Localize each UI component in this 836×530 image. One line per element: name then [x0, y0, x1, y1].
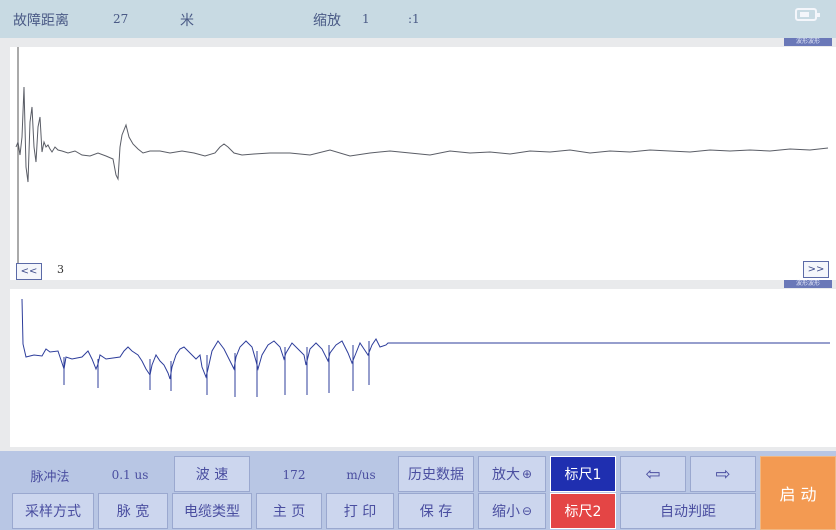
scroll-right-button[interactable]: >> [803, 261, 829, 278]
sampling-mode-button[interactable]: 采样方式 [12, 493, 94, 529]
move-right-button[interactable]: ⇨ [690, 456, 756, 492]
lower-waveform-panel[interactable] [10, 289, 836, 447]
print-button[interactable]: 打 印 [326, 493, 394, 529]
wave-speed-button[interactable]: 波 速 [174, 456, 250, 492]
pulse-width-button[interactable]: 脉 宽 [98, 493, 168, 529]
save-button[interactable]: 保 存 [398, 493, 474, 529]
zoom-label: 缩放 [313, 13, 341, 29]
fault-distance-label: 故障距离 [13, 13, 69, 29]
distance-unit: 米 [180, 13, 194, 29]
lower-trace [21, 298, 830, 380]
home-button[interactable]: 主 页 [256, 493, 322, 529]
history-data-button[interactable]: 历史数据 [398, 456, 474, 492]
upper-waveform [15, 47, 829, 271]
pulse-width-value: 0.1 us [111, 468, 149, 482]
zoom-out-label: 缩小 [491, 504, 520, 520]
cable-type-button[interactable]: 电缆类型 [172, 493, 252, 529]
top-status-bar: 故障距离 27 米 缩放 1 :1 [0, 0, 836, 38]
upper-panel-tag: 波形波形 [784, 38, 832, 46]
zoom-ratio: :1 [408, 12, 420, 26]
lower-trace-spikes [63, 341, 370, 397]
pulse-method-label: 脉冲法 [30, 469, 70, 485]
zoom-value: 1 [362, 12, 370, 26]
right-arrow-icon: ⇨ [715, 463, 731, 485]
zoom-out-icon: ⊖ [521, 504, 533, 518]
scroll-left-button[interactable]: << [16, 263, 42, 280]
start-button[interactable]: 启 动 [760, 456, 836, 530]
move-left-button[interactable]: ⇦ [620, 456, 686, 492]
zoom-out-button[interactable]: 缩小 ⊖ [478, 493, 546, 529]
wave-speed-unit: m/us [346, 468, 376, 482]
auto-range-button[interactable]: 自动判距 [620, 493, 756, 529]
upper-trace [15, 86, 829, 183]
cursor-position-value: 3 [57, 263, 64, 276]
zoom-in-label: 放大 [491, 467, 520, 483]
zoom-in-button[interactable]: 放大 ⊕ [478, 456, 546, 492]
lower-waveform [21, 298, 830, 397]
wave-speed-value: 172 [282, 468, 306, 482]
zoom-in-icon: ⊕ [521, 467, 533, 481]
cursor2-button[interactable]: 标尺2 [550, 493, 616, 529]
fault-distance-value: 27 [113, 12, 129, 26]
cursor1-button[interactable]: 标尺1 [550, 456, 616, 492]
upper-waveform-panel[interactable] [10, 47, 836, 280]
battery-icon [795, 8, 820, 21]
lower-panel-tag: 波形波形 [784, 280, 832, 288]
left-arrow-icon: ⇦ [645, 463, 661, 485]
